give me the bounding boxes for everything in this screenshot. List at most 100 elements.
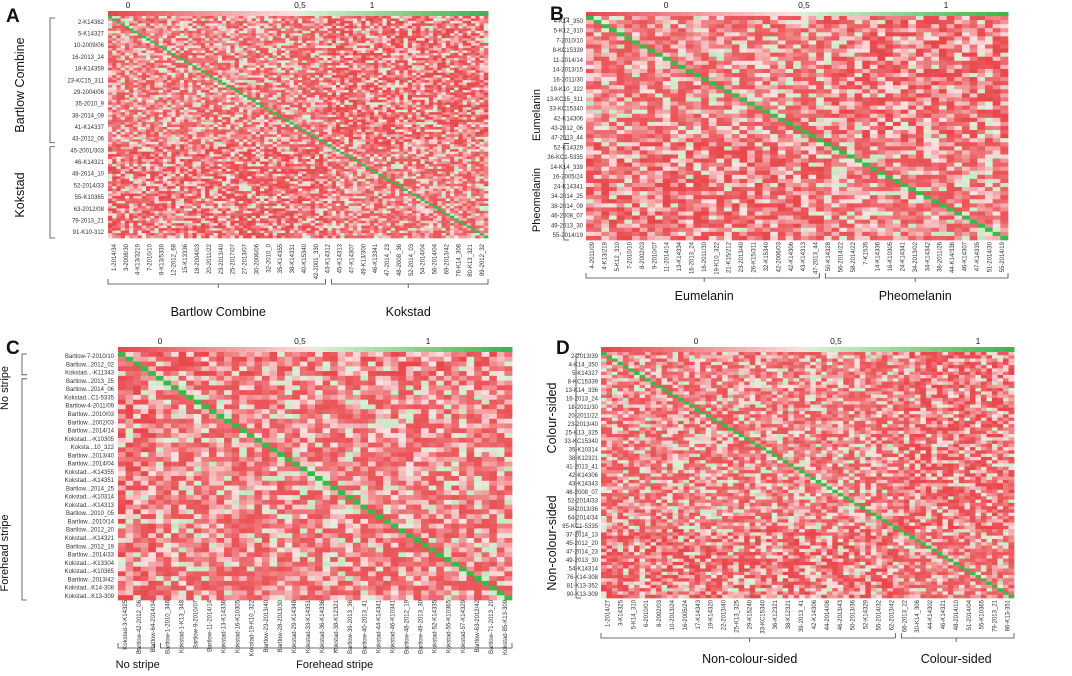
heatmap-cell [146,124,151,128]
heatmap-cell [416,18,421,22]
heatmap-cell [167,107,172,111]
heatmap-cell [310,62,316,66]
heatmap-cell [424,136,430,140]
heatmap-cell [162,141,168,145]
heatmap-cell [445,146,451,150]
heatmap-cell [276,102,282,106]
heatmap-cell [192,87,198,91]
heatmap-cell [331,70,337,74]
heatmap-cell [331,122,337,125]
heatmap-cell [466,149,472,153]
heatmap-cell [184,82,189,86]
heatmap-cell [184,70,189,74]
heatmap-cell [112,70,117,74]
heatmap-cell [428,48,434,51]
heatmap-cell [188,33,193,37]
heatmap-cell [124,28,130,32]
heatmap-cell [390,102,396,106]
heatmap-cell [433,80,438,83]
heatmap-cell [268,134,274,138]
heatmap-cell [298,45,303,49]
heatmap-cell [357,23,362,27]
heatmap-cell [331,60,337,64]
heatmap-cell [466,82,472,86]
heatmap-cell [352,82,358,86]
heatmap-cell [378,70,383,74]
heatmap-cell [390,90,396,93]
heatmap-cell [298,146,303,150]
heatmap-cell [260,48,265,51]
heatmap-cell [238,122,244,125]
heatmap-cell [234,92,240,96]
heatmap-cell [108,62,113,66]
heatmap-cell [226,117,231,120]
heatmap-cell [416,23,421,27]
heatmap-cell [222,134,227,138]
heatmap-cell [407,119,413,123]
heatmap-cell [302,99,307,103]
heatmap-cell [276,112,282,116]
heatmap-cell [146,72,151,76]
heatmap-cell [217,45,223,49]
heatmap-cell [179,62,185,66]
heatmap-cell [247,131,252,135]
heatmap-cell [454,129,459,133]
heatmap-cell [230,38,236,42]
heatmap-cell [129,57,134,61]
heatmap-cell [378,134,383,138]
heatmap-cell [234,127,240,130]
heatmap-cell [357,144,362,148]
heatmap-cell [458,30,464,34]
heatmap-cell [238,67,244,71]
heatmap-cell [243,77,248,81]
heatmap-cell [188,99,193,103]
heatmap-cell [386,45,392,49]
heatmap-cell [323,16,328,19]
heatmap-cell [428,131,434,135]
heatmap-cell [255,127,261,130]
heatmap-cell [361,25,366,29]
heatmap-cell [352,70,358,74]
heatmap-cell [382,38,388,42]
heatmap-cell [222,72,227,76]
heatmap-cell [466,25,472,29]
heatmap-cell [403,90,409,93]
heatmap-cell [412,122,417,125]
heatmap-cell [209,35,214,39]
heatmap-cell [395,62,400,66]
heatmap-cell [158,65,164,69]
heatmap-cell [323,114,328,118]
heatmap-cell [399,38,404,42]
heatmap-cell [154,85,160,88]
heatmap-cell [437,82,442,86]
heatmap-cell [445,65,451,69]
heatmap-cell [179,102,185,106]
heatmap-cell [386,144,392,148]
heatmap-cell [319,94,324,98]
heatmap-cell [378,30,383,34]
heatmap-cell [412,117,417,120]
heatmap-cell [340,28,345,32]
heatmap-cell [150,18,155,22]
heatmap-cell [141,94,147,98]
heatmap-cell [251,35,257,39]
heatmap-cell [471,62,476,66]
heatmap-cell [306,102,312,106]
heatmap-cell [336,38,341,42]
heatmap-cell [260,60,265,64]
heatmap-cell [175,85,181,88]
heatmap-cell [175,136,181,140]
heatmap-cell [428,33,434,37]
heatmap-cell [475,144,480,148]
heatmap-cell [475,53,480,56]
heatmap-cell [285,75,290,79]
heatmap-cell [437,102,442,106]
heatmap-cell [352,139,358,143]
heatmap-cell [428,70,434,74]
heatmap-cell [234,50,240,54]
heatmap-cell [348,144,354,148]
heatmap-cell [255,109,261,113]
heatmap-cell [285,18,290,22]
heatmap-cell [230,75,236,79]
heatmap-cell [479,72,485,76]
